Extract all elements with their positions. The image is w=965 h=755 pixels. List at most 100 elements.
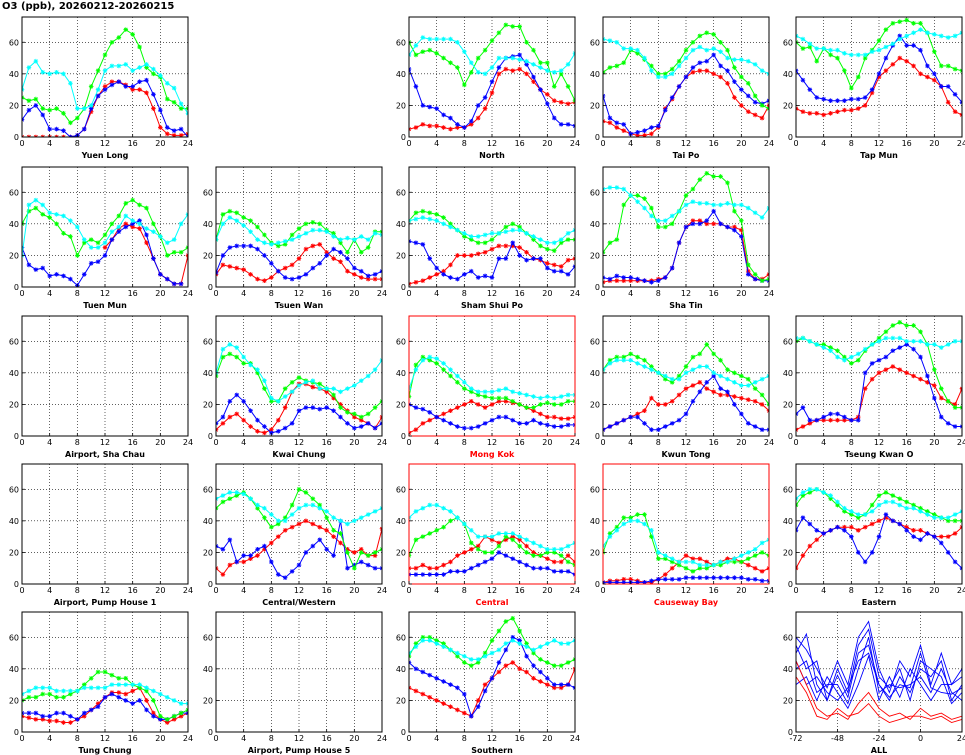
x-tick-label: 12	[100, 586, 110, 595]
data-point	[704, 58, 710, 64]
data-point	[635, 193, 640, 198]
data-point	[345, 421, 350, 426]
data-point	[704, 386, 710, 391]
data-point	[897, 345, 903, 350]
x-tick-label: 20	[155, 438, 165, 447]
y-tick-label: 60	[783, 337, 793, 346]
data-point	[862, 370, 868, 376]
data-point	[517, 52, 522, 58]
data-point	[310, 378, 316, 384]
data-point	[849, 85, 854, 91]
data-point	[607, 424, 613, 429]
series-group	[216, 486, 382, 580]
data-point	[109, 682, 115, 687]
data-point	[255, 237, 260, 242]
data-point	[489, 537, 495, 543]
data-point	[752, 93, 758, 99]
data-point	[95, 93, 101, 99]
data-point	[890, 364, 896, 369]
data-point	[468, 237, 474, 242]
x-tick-label: 24	[377, 586, 387, 595]
data-point	[621, 357, 627, 363]
y-tick-label: 20	[396, 251, 406, 260]
series-group	[796, 620, 962, 723]
series-group	[409, 354, 575, 436]
x-tick-label: 12	[874, 139, 884, 148]
data-point	[642, 408, 647, 414]
data-point	[317, 261, 323, 266]
data-point	[869, 509, 875, 514]
data-point	[704, 218, 710, 223]
data-point	[565, 237, 571, 242]
data-point	[310, 496, 316, 502]
data-point	[475, 402, 481, 407]
data-point	[503, 66, 509, 72]
data-point	[911, 346, 916, 352]
data-point	[510, 417, 516, 423]
y-tick-label: 60	[396, 485, 406, 494]
data-point	[489, 90, 495, 96]
data-point	[683, 575, 689, 580]
data-point	[897, 367, 903, 372]
x-tick-label: 4	[628, 139, 633, 148]
data-point	[662, 74, 668, 80]
data-point	[420, 572, 426, 577]
data-point	[621, 576, 627, 582]
data-point	[897, 36, 903, 42]
data-point	[704, 575, 710, 580]
data-point	[538, 256, 543, 261]
data-point	[558, 394, 564, 399]
data-point	[807, 111, 813, 116]
data-point	[635, 133, 640, 137]
data-point	[614, 63, 620, 69]
data-point	[164, 694, 170, 700]
data-point	[669, 71, 675, 77]
data-point	[538, 669, 543, 675]
data-point	[862, 524, 868, 530]
data-point	[88, 261, 94, 266]
data-point	[821, 531, 826, 536]
data-point	[275, 521, 281, 527]
data-point	[945, 421, 951, 426]
data-point	[158, 125, 163, 130]
data-point	[697, 33, 703, 39]
data-point	[289, 380, 295, 385]
data-point	[835, 499, 840, 505]
data-point	[635, 411, 640, 417]
data-point	[925, 30, 930, 36]
data-point	[95, 68, 101, 73]
data-point	[814, 528, 820, 533]
data-point	[455, 373, 460, 379]
data-point	[262, 253, 267, 258]
data-point	[759, 550, 765, 555]
data-point	[551, 262, 557, 268]
data-point	[427, 47, 433, 53]
data-point	[890, 335, 896, 341]
data-point	[517, 253, 522, 258]
data-point	[434, 212, 439, 217]
data-point	[289, 276, 295, 282]
data-point	[489, 38, 495, 43]
data-point	[745, 376, 751, 382]
data-point	[482, 421, 488, 426]
data-point	[482, 550, 488, 555]
data-point	[855, 528, 861, 533]
panel-label: Airport, Pump House 1	[54, 598, 157, 607]
data-point	[503, 531, 509, 536]
data-point	[732, 370, 737, 376]
data-point	[158, 107, 163, 113]
x-tick-label: 4	[821, 586, 826, 595]
data-point	[455, 515, 460, 520]
x-tick-label: 20	[349, 586, 359, 595]
y-tick-label: 0	[595, 133, 600, 142]
data-point	[178, 281, 184, 287]
data-point	[635, 129, 640, 135]
data-point	[234, 218, 240, 223]
data-point	[275, 268, 281, 274]
data-point	[434, 265, 439, 271]
data-point	[814, 342, 820, 347]
data-point	[234, 345, 240, 350]
data-point	[732, 65, 737, 70]
data-point	[621, 122, 627, 127]
data-point	[932, 512, 937, 517]
